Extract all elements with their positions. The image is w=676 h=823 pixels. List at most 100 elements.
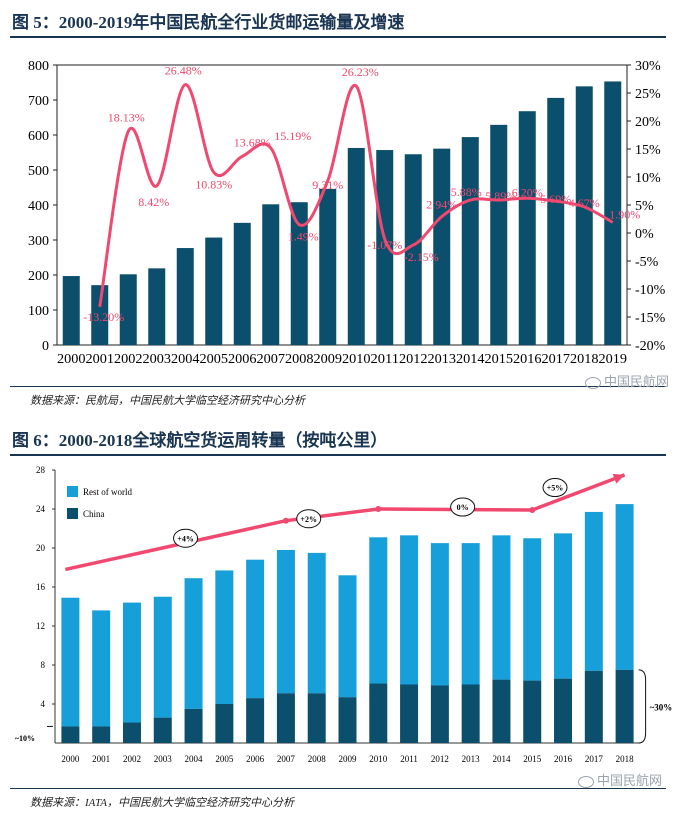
x-tick-label: 2012	[399, 351, 428, 366]
growth-line	[98, 83, 614, 308]
bar-china-2012	[430, 685, 449, 743]
y-tick-label: 24	[36, 504, 46, 514]
x-tick-label: 2014	[492, 754, 511, 764]
x-tick-label: 2017	[542, 351, 571, 366]
x-tick-label: 2008	[285, 351, 314, 366]
x-tick-label: 2010	[369, 754, 388, 764]
x-tick-label: 2011	[371, 351, 400, 366]
figure5-title-rule	[10, 36, 666, 38]
legend-swatch	[67, 486, 78, 497]
x-tick-label: 2001	[92, 754, 110, 764]
bar-2018	[575, 86, 593, 345]
x-tick-label: 2006	[246, 754, 265, 764]
x-tick-label: 2018	[570, 351, 599, 366]
figure5-watermark: 中国民航网	[585, 371, 669, 390]
right-tick-label: -20%	[635, 339, 666, 354]
x-tick-label: 2004	[185, 754, 204, 764]
bar-china-2018	[615, 669, 634, 743]
figure6-watermark-text: 中国民航网	[597, 774, 663, 789]
bar-china-2017	[584, 670, 603, 743]
left-tick-label: 200	[28, 269, 49, 284]
right-tick-label: -10%	[635, 283, 666, 298]
figure5-chart: 0 100 200 300 400 500 600 700 800 -20% -15% -10% -5%…	[28, 59, 666, 366]
bar-2013	[433, 148, 451, 345]
y-tick-label: 4	[41, 699, 46, 709]
figure6-watermark: 中国民航网	[578, 770, 662, 789]
x-tick-label: 2016	[513, 351, 542, 366]
bar-china-2003	[153, 717, 172, 743]
figure5-bottom-rule	[10, 386, 666, 387]
bar-rest-2018	[615, 504, 634, 670]
share-label-start: ~10%	[15, 734, 35, 743]
legend-label: Rest of world	[83, 487, 132, 497]
bar-2015	[490, 124, 508, 345]
y-tick-label: 12	[36, 621, 45, 631]
growth-annotation-label: +2%	[300, 515, 317, 524]
figure6-source: 数据来源：IATA，中国民航大学临空经济研究中心分析	[30, 797, 294, 809]
bar-china-2014	[492, 679, 511, 743]
bar-rest-2012	[430, 543, 449, 686]
bar-2011	[376, 150, 394, 345]
growth-data-label: 9.31%	[312, 178, 343, 192]
y-tick-label: 16	[36, 582, 46, 592]
bar-china-2002	[122, 722, 141, 743]
right-tick-label: 15%	[635, 143, 661, 158]
bar-china-2015	[523, 680, 542, 743]
bar-china-2016	[554, 678, 573, 743]
right-tick-label: 20%	[635, 115, 661, 130]
figure6-bottom-rule	[10, 788, 666, 789]
x-tick-label: 2004	[171, 351, 200, 366]
growth-data-label: 5.88%	[451, 185, 482, 199]
right-tick-label: 5%	[635, 199, 654, 214]
x-tick-label: 2018	[616, 754, 635, 764]
right-tick-label: -5%	[635, 255, 659, 270]
bar-china-2001	[92, 726, 111, 743]
growth-annotation-circle	[450, 497, 476, 517]
x-tick-label: 2007	[277, 754, 296, 764]
bar-2014	[461, 137, 479, 345]
x-tick-label: 2013	[428, 351, 457, 366]
growth-data-label: 2.94%	[426, 198, 457, 212]
x-tick-label: 2011	[400, 754, 418, 764]
growth-data-label: -13.20%	[83, 310, 124, 324]
x-tick-label: 2009	[339, 754, 358, 764]
bar-rest-2006	[246, 559, 265, 699]
growth-data-label: 5.69%	[540, 192, 571, 206]
y-tick-label: 28	[36, 465, 46, 475]
x-tick-label: 2005	[200, 351, 229, 366]
bar-2016	[518, 111, 536, 345]
x-tick-label: 2005	[215, 754, 234, 764]
growth-data-label: 6.20%	[512, 185, 543, 199]
bar-rest-2009	[338, 575, 357, 698]
right-tick-label: 10%	[635, 171, 661, 186]
bar-2001	[91, 285, 109, 345]
x-tick-label: 2008	[308, 754, 327, 764]
bar-rest-2004	[184, 578, 203, 709]
bar-china-2004	[184, 708, 203, 743]
bar-rest-2005	[215, 570, 234, 704]
trend-marker	[529, 506, 536, 513]
x-tick-label: 2017	[585, 754, 604, 764]
growth-data-label: 1.90%	[609, 207, 640, 221]
trend-arrow-head	[612, 473, 625, 484]
x-tick-label: 2002	[123, 754, 141, 764]
bar-2006	[233, 222, 251, 345]
x-tick-label: 2006	[228, 351, 257, 366]
bar-rest-2015	[523, 538, 542, 681]
growth-annotation-circle	[542, 478, 568, 498]
bar-china-2009	[338, 697, 357, 743]
figure5-title: 图 5：2000-2019年中国民航全行业货邮运输量及增速	[12, 13, 405, 32]
growth-data-label: 15.19%	[274, 129, 311, 143]
bar-rest-2011	[400, 535, 419, 685]
growth-data-label: 10.83%	[195, 177, 232, 191]
bar-2019	[604, 81, 622, 345]
x-tick-label: 2010	[342, 351, 371, 366]
bar-rest-2014	[492, 535, 511, 680]
legend-label: China	[83, 509, 105, 519]
x-tick-label: 2002	[114, 351, 143, 366]
x-tick-label: 2014	[456, 351, 485, 366]
figure6-title-rule	[10, 454, 666, 456]
x-tick-label: 2012	[431, 754, 449, 764]
left-tick-label: 300	[28, 234, 49, 249]
y-tick-label: 8	[41, 660, 46, 670]
